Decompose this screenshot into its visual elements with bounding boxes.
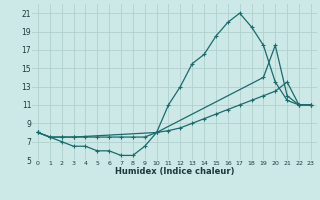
X-axis label: Humidex (Indice chaleur): Humidex (Indice chaleur) (115, 167, 234, 176)
